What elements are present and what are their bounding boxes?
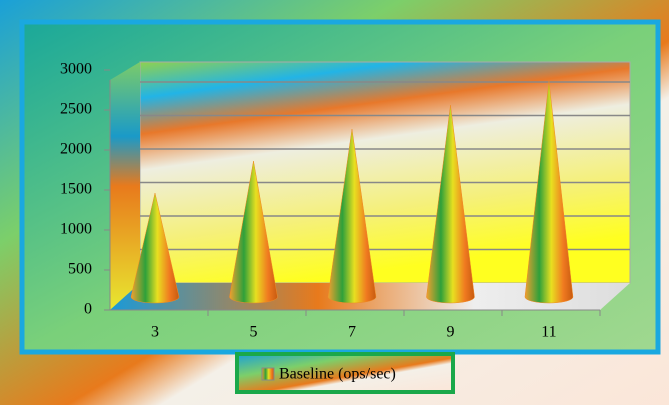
- y-tick-label: 2500: [60, 101, 92, 118]
- x-tick-label: 5: [249, 324, 257, 341]
- legend-label: Baseline (ops/sec): [279, 366, 396, 383]
- y-tick-label: 3000: [60, 61, 92, 78]
- y-tick-label: 2000: [60, 141, 92, 158]
- x-tick-label: 9: [446, 324, 454, 341]
- x-tick-label: 7: [348, 324, 356, 341]
- side-wall: [110, 62, 140, 310]
- x-tick-label: 3: [151, 324, 159, 341]
- y-tick-label: 1500: [60, 181, 92, 198]
- chart: 0 500 1000 1500 2000 2500 3000 3 5 7 9 11 Baseline …: [0, 0, 669, 405]
- x-tick-label: 11: [541, 324, 556, 341]
- y-tick-label: 1000: [60, 221, 92, 238]
- y-tick-label: 500: [68, 261, 92, 278]
- legend-swatch: [262, 368, 274, 380]
- y-tick-label: 0: [84, 301, 92, 318]
